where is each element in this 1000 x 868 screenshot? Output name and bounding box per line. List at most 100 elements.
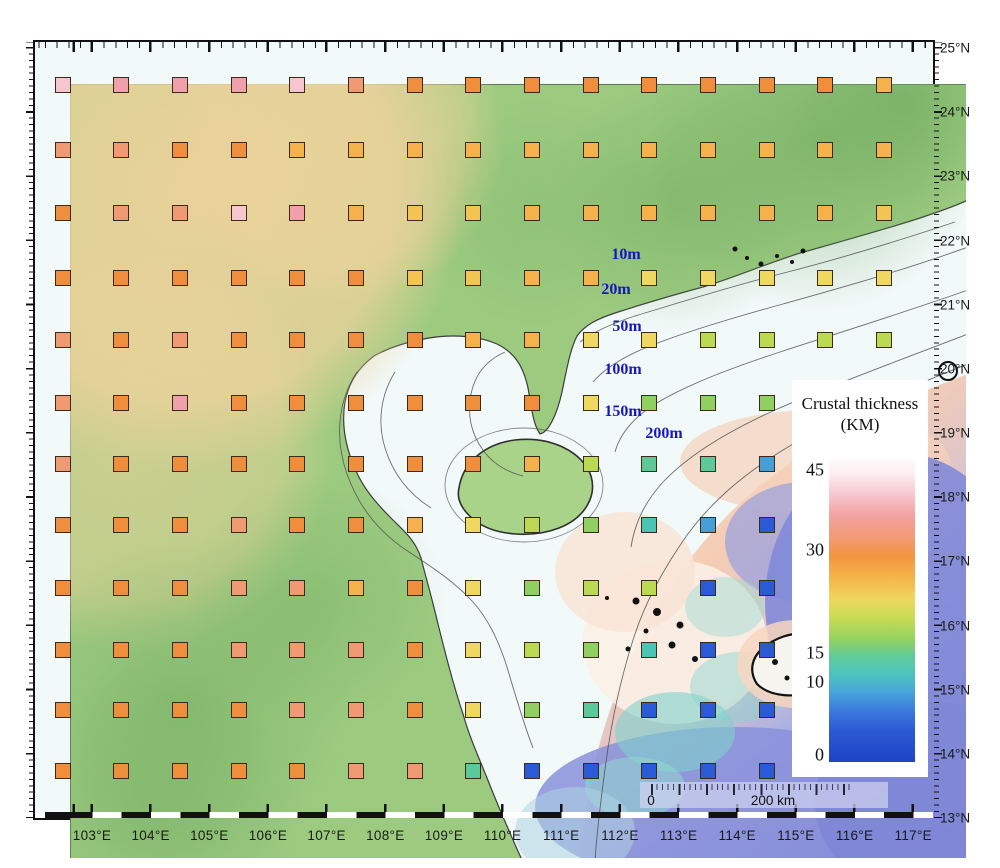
crustal-thickness-station [171,331,188,348]
y-tick-label: 14°N [940,746,971,762]
crustal-thickness-station [758,331,775,348]
x-tick-label: 103°E [72,828,112,843]
crustal-thickness-station [523,579,540,596]
crustal-thickness-station [54,641,71,658]
crustal-thickness-station [347,142,364,159]
crustal-thickness-station [113,762,130,779]
crustal-thickness-station [406,394,423,411]
crustal-thickness-station [699,77,716,94]
crustal-thickness-station [641,579,658,596]
crustal-thickness-station [699,204,716,221]
crustal-thickness-station [582,269,599,286]
crustal-thickness-station [113,269,130,286]
crustal-thickness-station [230,516,247,533]
crustal-thickness-station [582,641,599,658]
crustal-thickness-station [465,579,482,596]
crustal-thickness-station [54,394,71,411]
crustal-thickness-station [113,77,130,94]
crustal-thickness-station [758,762,775,779]
crustal-thickness-station [406,77,423,94]
crustal-thickness-station [699,641,716,658]
crustal-thickness-station [582,77,599,94]
crustal-thickness-station [54,516,71,533]
crustal-thickness-station [817,204,834,221]
crustal-thickness-station [582,579,599,596]
crustal-thickness-station [113,701,130,718]
crustal-thickness-station [171,641,188,658]
crustal-thickness-station [113,456,130,473]
crustal-thickness-station [875,142,892,159]
legend-title-line1: Crustal thickness [801,394,919,413]
legend-tick-label: 10 [806,671,824,692]
top-major-ticks [35,42,933,52]
crustal-thickness-station [347,456,364,473]
crustal-thickness-station [699,269,716,286]
crustal-thickness-station [582,204,599,221]
y-tick-label: 13°N [940,810,971,826]
crustal-thickness-station [406,142,423,159]
crustal-thickness-station [523,394,540,411]
x-tick-label: 112°E [601,828,639,843]
crustal-thickness-station [523,641,540,658]
crustal-thickness-station [465,701,482,718]
crustal-thickness-station [54,456,71,473]
x-tick-label: 115°E [777,828,815,843]
crustal-thickness-station [113,394,130,411]
crustal-thickness-station [171,142,188,159]
crustal-thickness-station [406,516,423,533]
crustal-thickness-station [54,701,71,718]
scale-major-ticks [651,784,853,795]
crustal-thickness-station [758,641,775,658]
crustal-thickness-station [171,204,188,221]
crustal-thickness-station [289,77,306,94]
crustal-thickness-station [641,269,658,286]
crustal-thickness-station [699,394,716,411]
left-minor-ticks [29,42,34,818]
crustal-thickness-station [523,77,540,94]
top-minor-ticks [35,42,933,48]
colorbar-legend: Crustal thickness (KM) 45 30 15 10 0 [792,380,928,777]
y-tick-label: 21°N [940,297,971,313]
crustal-thickness-station [406,331,423,348]
crustal-thickness-station [465,269,482,286]
crustal-thickness-station [54,762,71,779]
crustal-thickness-station [758,579,775,596]
crustal-thickness-station [817,142,834,159]
crustal-thickness-station [641,394,658,411]
crustal-thickness-station [406,701,423,718]
legend-tick-label: 0 [815,744,824,765]
crustal-thickness-station [817,331,834,348]
crustal-thickness-station [523,456,540,473]
crustal-thickness-station [347,516,364,533]
crustal-thickness-station [465,516,482,533]
x-tick-label: 106°E [248,828,288,843]
y-tick-label: 15°N [940,682,971,698]
crustal-thickness-station [758,204,775,221]
y-tick-label: 22°N [940,233,971,248]
crustal-thickness-station [758,269,775,286]
crustal-thickness-station [523,204,540,221]
crustal-thickness-station [171,701,188,718]
crustal-thickness-station [465,394,482,411]
crustal-thickness-station [758,701,775,718]
crustal-thickness-station [641,142,658,159]
crustal-thickness-station [641,77,658,94]
crustal-thickness-station [171,762,188,779]
crustal-thickness-station [230,394,247,411]
x-tick-label: 117°E [894,828,932,843]
y-tick-label: 24°N [940,104,971,120]
crustal-thickness-station [230,331,247,348]
crustal-thickness-station [113,641,130,658]
crustal-thickness-station [347,641,364,658]
legend-title-line2: (KM) [840,415,880,434]
y-tick-label: 20°N [940,361,971,377]
crustal-thickness-station [641,331,658,348]
crustal-thickness-station [641,516,658,533]
crustal-thickness-station [699,142,716,159]
crustal-thickness-station [406,762,423,779]
crustal-thickness-station [406,579,423,596]
y-tick-label: 25°N [940,40,971,56]
crustal-thickness-station [289,641,306,658]
depth-contour-label: 10m [611,246,641,263]
